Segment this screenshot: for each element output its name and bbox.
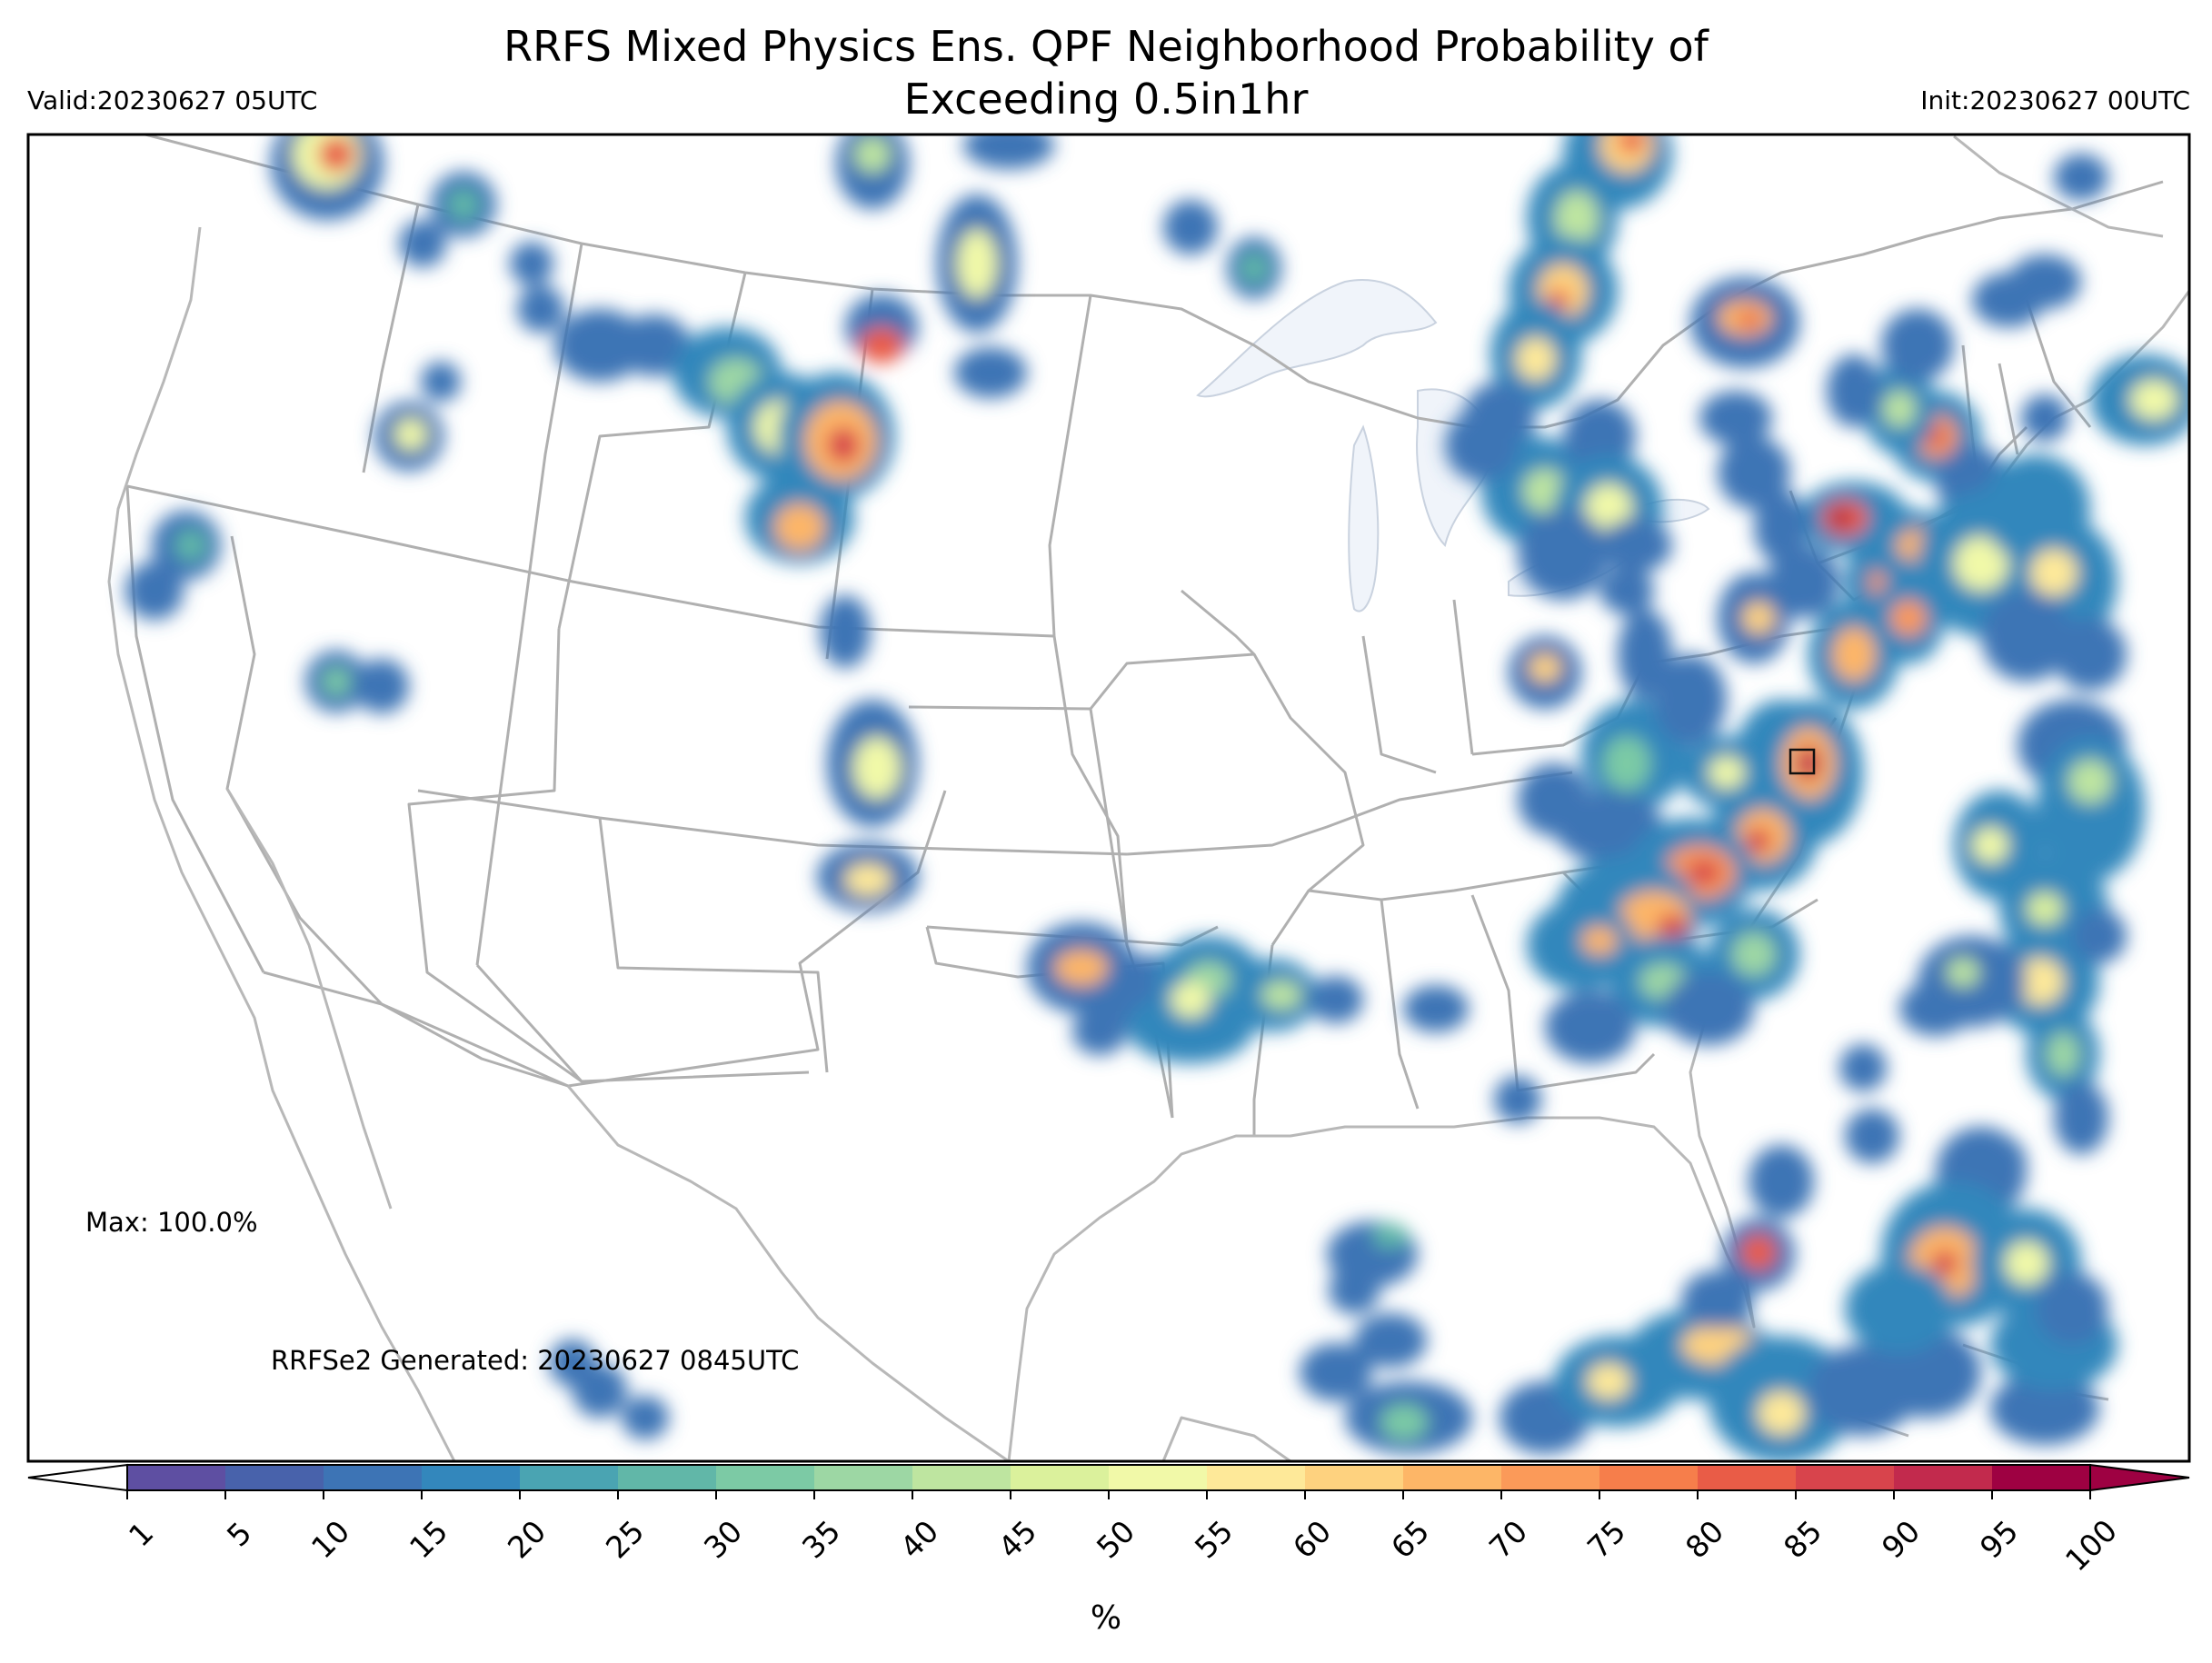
colorbar-swatch: [225, 1465, 324, 1490]
title-line-2: Exceeding 0.5in1hr: [903, 75, 1309, 124]
colorbar-swatch: [1207, 1465, 1306, 1490]
map-frame: [26, 133, 2191, 1463]
blob-gulf: [1300, 1044, 2117, 1461]
max-location-box: [1789, 748, 1816, 775]
colorbar-label: %: [1090, 1599, 1122, 1637]
max-label: Max: 100.0%: [85, 1207, 258, 1238]
colorbar-swatch: [422, 1465, 521, 1490]
blob-montana: [554, 134, 1281, 563]
probability-field: [125, 134, 2189, 1461]
colorbar-swatch: [1894, 1465, 1993, 1490]
blob-atlantic: [1845, 154, 2189, 1354]
colorbar-swatch: [814, 1465, 913, 1490]
blob-baja: [549, 1339, 669, 1439]
generated-label: RRFSe2 Generated: 20230627 0845UTC: [271, 1345, 800, 1376]
colorbar: [27, 1463, 2190, 1499]
title-line-1: RRFS Mixed Physics Ens. QPF Neighborhood…: [503, 22, 1709, 71]
colorbar-swatch: [324, 1465, 423, 1490]
colorbar-swatch: [716, 1465, 815, 1490]
valid-time-label: Valid:20230627 05UTC: [27, 85, 318, 115]
colorbar-swatch: [1109, 1465, 1208, 1490]
colorbar-extend-high: [2089, 1463, 2190, 1492]
coastlines: [107, 134, 2189, 1461]
colorbar-swatch: [1501, 1465, 1600, 1490]
colorbar-swatch: [912, 1465, 1011, 1490]
blob-plains: [817, 595, 919, 911]
colorbar-swatch: [618, 1465, 717, 1490]
blob-great-lakes: [1445, 134, 1799, 709]
colorbar-swatch: [1403, 1465, 1502, 1490]
blob-south: [1027, 922, 1541, 1123]
colorbar-swatch: [1796, 1465, 1895, 1490]
colorbar-swatch: [127, 1465, 226, 1490]
init-time-label: Init:20230627 00UTC: [1920, 85, 2190, 115]
colorbar-swatch: [520, 1465, 619, 1490]
chart-title: RRFS Mixed Physics Ens. QPF Neighborhood…: [0, 20, 2212, 125]
colorbar-swatch: [1305, 1465, 1404, 1490]
blob-nw: [125, 134, 564, 713]
colorbar-swatch: [1599, 1465, 1699, 1490]
colorbar-swatch: [1992, 1465, 2091, 1490]
colorbar-swatch: [1698, 1465, 1797, 1490]
colorbar-extend-low: [27, 1463, 128, 1492]
colorbar-swatch: [1011, 1465, 1110, 1490]
